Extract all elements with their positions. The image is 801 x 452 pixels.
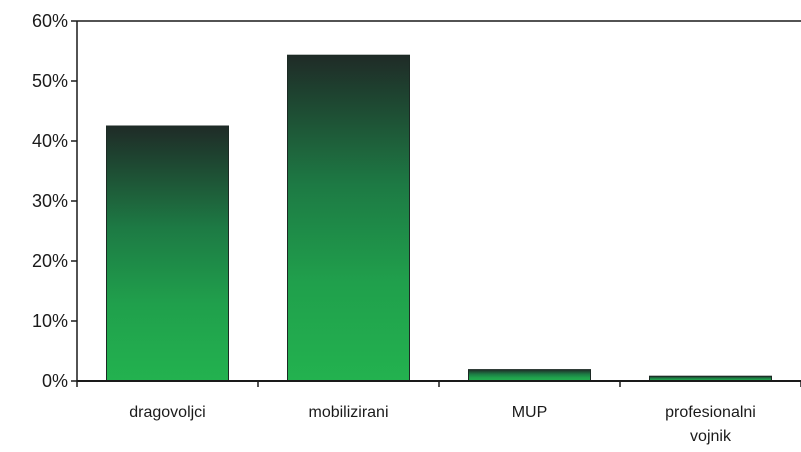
x-category-label: profesionalni (665, 404, 756, 421)
y-tick-label: 10% (32, 311, 68, 331)
x-category-label: MUP (512, 404, 548, 421)
y-tick-label: 60% (32, 11, 68, 31)
bar-mup (468, 369, 591, 382)
x-axis (76, 380, 801, 387)
x-category-label: dragovoljci (129, 404, 205, 421)
x-category-label: mobilizirani (308, 404, 388, 421)
y-tick-label: 20% (32, 251, 68, 271)
y-tick-label: 30% (32, 191, 68, 211)
y-axis: 0% 10% 20% 30% 40% 50% 60% (32, 11, 77, 391)
x-axis-labels: dragovoljci mobilizirani MUP profesionalni v… (129, 404, 756, 445)
bars-group (106, 54, 772, 382)
y-tick-label: 0% (42, 371, 68, 391)
x-category-label: vojnik (690, 428, 732, 445)
y-tick-label: 50% (32, 71, 68, 91)
bar-mobilizirani (287, 54, 410, 382)
y-tick-label: 40% (32, 131, 68, 151)
bar-dragovoljci (106, 125, 229, 382)
